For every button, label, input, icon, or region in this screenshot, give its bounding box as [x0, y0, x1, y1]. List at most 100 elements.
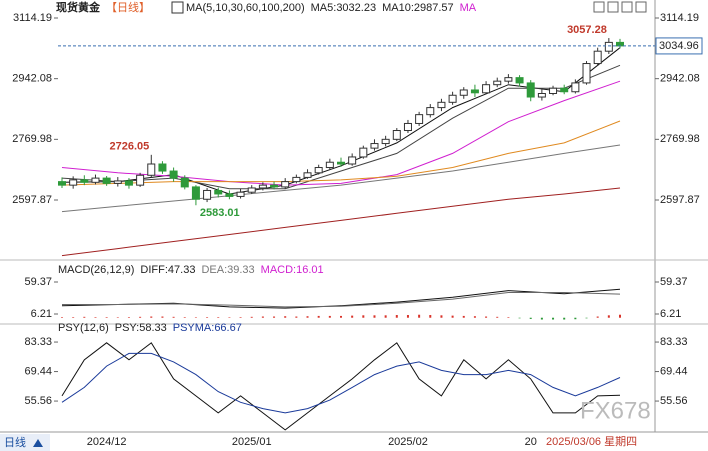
candle-body: [270, 184, 279, 188]
candle-body: [359, 147, 368, 158]
candle-body: [459, 89, 468, 96]
candle-body: [348, 156, 357, 165]
macd-bar: [574, 317, 577, 320]
price-annotation: 3057.28: [567, 24, 607, 36]
date-bg: [544, 433, 655, 451]
candle-body: [426, 107, 435, 116]
candle-body: [325, 161, 334, 169]
watermark: FX678: [580, 397, 651, 424]
header-item: DEA:39.33: [201, 264, 254, 276]
header-item: MACD:16.01: [261, 264, 324, 276]
macd-bar: [127, 317, 130, 318]
candle-body: [560, 87, 569, 93]
header-item: MA: [460, 2, 477, 14]
current-date: 2025/03/06 星期四: [546, 435, 637, 448]
candle-body: [303, 172, 312, 178]
y-tick-label: 83.33: [24, 336, 52, 348]
y-tick-label: 6.21: [31, 308, 52, 320]
candle-body: [247, 187, 256, 193]
x-tick-label: 2025/02: [388, 436, 428, 448]
macd-bar: [306, 316, 309, 318]
macd-bar: [563, 317, 566, 320]
candle-body: [314, 167, 323, 174]
candle-body: [616, 41, 624, 47]
candle-body: [515, 77, 524, 84]
macd-bar: [139, 316, 142, 318]
icon[interactable]: [621, 1, 633, 13]
y-tick-label: 2597.87: [660, 194, 700, 206]
y-tick-label: 2597.87: [12, 194, 52, 206]
macd-bar: [395, 315, 398, 318]
candle-body: [571, 82, 580, 93]
y-tick-label: 2769.98: [12, 133, 52, 145]
macd-bar: [116, 317, 119, 318]
candle-body: [470, 89, 479, 94]
macd-bar: [317, 315, 320, 318]
macd-bar: [619, 314, 621, 318]
indicator-line: [62, 292, 621, 308]
candle-body: [370, 143, 379, 149]
price-annotation: 2726.05: [110, 141, 150, 153]
header-item: PSY(12,6): [58, 322, 109, 334]
candle-body: [281, 181, 290, 188]
candle-body: [537, 93, 546, 98]
toolbar-icons[interactable]: [593, 1, 647, 13]
indicator-line: [61, 144, 621, 213]
x-tick-label: 2024/12: [87, 436, 127, 448]
icon[interactable]: [593, 1, 605, 13]
header-item: DIFF:47.33: [140, 264, 195, 276]
candle-body: [124, 180, 133, 186]
header-item: MA(5,10,30,60,100,200): [186, 2, 305, 14]
macd-bar: [161, 316, 164, 318]
macd-bar: [552, 317, 555, 320]
macd-bar: [607, 315, 610, 318]
candle-body: [448, 94, 457, 103]
period-tab[interactable]: 日线: [4, 435, 26, 449]
y-tick-label: 3114.19: [660, 12, 699, 24]
macd-bar: [462, 315, 465, 318]
candle-body: [392, 130, 401, 140]
header-item: PSY:58.33: [115, 322, 167, 334]
macd-bar: [596, 316, 599, 318]
macd-bar: [61, 317, 63, 318]
macd-bar: [105, 317, 108, 318]
macd-bar: [83, 316, 86, 318]
macd-bar: [273, 316, 276, 318]
last-price-box: [655, 37, 703, 55]
y-tick-label: 69.44: [660, 365, 688, 377]
candle-body: [69, 179, 78, 186]
indicator-line: [61, 342, 621, 431]
indicator-line: [61, 352, 621, 414]
macd-bar: [217, 317, 220, 318]
x-tick-label: 2025/01: [232, 436, 272, 448]
header-item: MA10:2987.57: [382, 2, 454, 14]
period-label: 【日线】: [106, 0, 150, 14]
macd-bar: [373, 315, 376, 318]
macd-bar: [228, 317, 231, 318]
macd-bar: [518, 317, 521, 319]
macd-bar: [284, 316, 287, 318]
candle-body: [258, 184, 267, 189]
y-tick-label: 2942.08: [660, 73, 700, 85]
y-tick-label: 55.56: [24, 395, 52, 407]
indicator-line: [61, 187, 621, 257]
candle-body: [337, 161, 345, 165]
macd-bar: [485, 316, 488, 318]
icon[interactable]: [635, 1, 647, 13]
icon[interactable]: [607, 1, 619, 13]
y-tick-label: 55.56: [660, 395, 688, 407]
macd-bar: [206, 317, 209, 318]
macd-bar: [250, 316, 253, 318]
macd-bar: [351, 315, 354, 318]
y-tick-label: 83.33: [660, 336, 688, 348]
macd-bar: [418, 314, 421, 318]
candle-body: [80, 179, 89, 183]
macd-bar: [540, 317, 543, 320]
macd-bar: [406, 315, 409, 318]
macd-bar: [585, 317, 588, 319]
candle-body: [236, 191, 245, 197]
header-item: MA5:3032.23: [311, 2, 376, 14]
candle-body: [169, 170, 178, 179]
chart-title: 现货黄金: [56, 0, 101, 14]
